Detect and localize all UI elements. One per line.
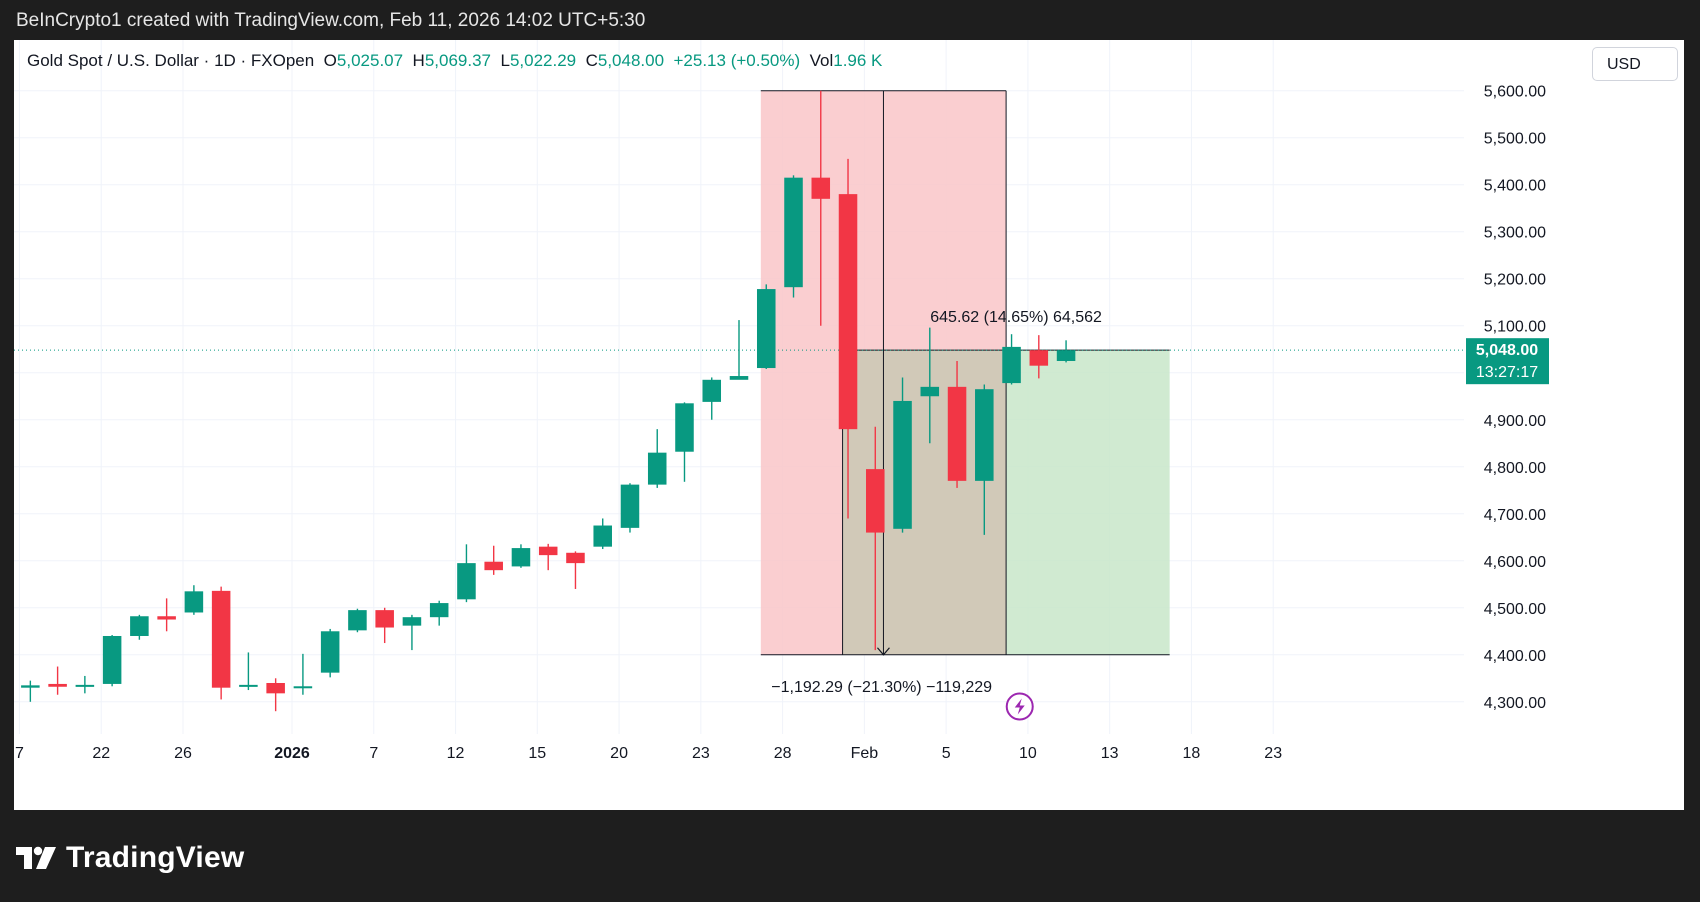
candle-bullish[interactable] (593, 525, 612, 547)
candle-bullish[interactable] (21, 685, 40, 688)
open-label: O (323, 51, 337, 70)
candle-bullish[interactable] (893, 400, 912, 529)
x-tick-label: 7 (15, 745, 24, 762)
high-value: 5,069.37 (424, 51, 492, 70)
symbol-title[interactable]: Gold Spot / U.S. Dollar · 1D · FXOpen (27, 51, 315, 70)
low-label: L (500, 51, 510, 70)
candle-bullish[interactable] (1002, 346, 1021, 384)
x-tick-label: 13 (1101, 745, 1119, 762)
x-tick-label: 20 (610, 745, 628, 762)
y-tick-label: 4,400.00 (1484, 648, 1546, 665)
candle-bearish[interactable] (484, 561, 503, 571)
y-tick-label: 5,400.00 (1484, 178, 1546, 195)
candlestick-chart[interactable]: 645.62 (14.65%) 64,562 −1,192.29 (−21.30%… (14, 40, 1684, 810)
projection-arrowhead (876, 647, 890, 656)
candle-bearish[interactable] (48, 683, 67, 687)
y-tick-label: 4,300.00 (1484, 695, 1546, 712)
price-axis[interactable] (1464, 40, 1684, 810)
candle-bullish[interactable] (184, 591, 204, 613)
candle-bullish[interactable] (920, 386, 940, 397)
volume-value: 1.96 K (833, 51, 883, 70)
candle-bearish[interactable] (538, 546, 558, 556)
candle-bullish[interactable] (293, 686, 313, 689)
tradingview-brand-text: TradingView (66, 841, 245, 874)
candle-bearish[interactable] (157, 616, 176, 620)
candle-bullish[interactable] (729, 376, 749, 380)
y-tick-label: 5,500.00 (1484, 131, 1546, 148)
x-tick-label: 23 (692, 745, 710, 762)
x-tick-label: 15 (528, 745, 546, 762)
candle-bullish[interactable] (429, 603, 449, 618)
x-tick-label: Feb (851, 745, 879, 762)
candle-bullish[interactable] (620, 484, 640, 528)
candle-bullish[interactable] (130, 616, 149, 636)
high-label: H (412, 51, 425, 70)
candle-bearish[interactable] (375, 610, 394, 628)
current-price-badge (1466, 338, 1549, 385)
y-tick-label: 4,800.00 (1484, 460, 1546, 477)
candle-bullish[interactable] (348, 610, 367, 631)
candle-bearish[interactable] (947, 386, 967, 481)
x-tick-label: 7 (369, 745, 378, 762)
y-tick-label: 5,300.00 (1484, 225, 1546, 242)
candle-bullish[interactable] (1056, 350, 1076, 361)
y-tick-label: 4,700.00 (1484, 507, 1546, 524)
y-tick-label: 5,100.00 (1484, 319, 1546, 336)
tradingview-logo-icon (16, 846, 56, 869)
chart-frame[interactable]: 645.62 (14.65%) 64,562 −1,192.29 (−21.30%… (14, 40, 1684, 810)
candle-bearish[interactable] (266, 682, 285, 694)
currency-button[interactable]: USD (1592, 47, 1678, 81)
candle-bullish[interactable] (784, 177, 803, 288)
y-tick-label: 4,900.00 (1484, 413, 1546, 430)
candle-bullish[interactable] (647, 452, 667, 485)
candle-bullish[interactable] (511, 548, 531, 567)
candle-bullish[interactable] (457, 563, 476, 600)
x-tick-label: 2026 (274, 745, 310, 762)
attribution-text: BeInCrypto1 created with TradingView.com… (16, 10, 646, 31)
candle-bearish[interactable] (866, 469, 885, 533)
candle-bearish[interactable] (811, 177, 831, 199)
symbol-legend: Gold Spot / U.S. Dollar · 1D · FXOpen O5… (27, 51, 882, 71)
x-tick-label: 12 (447, 745, 465, 762)
x-tick-label: 5 (942, 745, 951, 762)
low-value: 5,022.29 (509, 51, 577, 70)
open-value: 5,025.07 (336, 51, 404, 70)
candle-bearish[interactable] (566, 552, 585, 564)
candle-bullish[interactable] (402, 617, 422, 626)
change-value: +25.13 (+0.50%) (673, 51, 801, 70)
candle-bearish[interactable] (211, 590, 231, 688)
candle-bullish[interactable] (75, 684, 95, 687)
tradingview-logo[interactable]: TradingView (16, 838, 244, 878)
x-tick-label: 22 (92, 745, 110, 762)
candle-bearish[interactable] (838, 194, 858, 430)
current-price-label: 5,048.00 (1476, 342, 1538, 359)
bar-countdown-label: 13:27:17 (1476, 364, 1538, 381)
volume-label: Vol (809, 51, 834, 70)
y-tick-label: 5,200.00 (1484, 272, 1546, 289)
candle-bullish[interactable] (102, 635, 122, 684)
candle-bullish[interactable] (702, 379, 722, 402)
candle-bullish[interactable] (239, 684, 258, 687)
close-value: 5,048.00 (597, 51, 665, 70)
x-tick-label: 18 (1183, 745, 1201, 762)
x-tick-label: 23 (1264, 745, 1282, 762)
target-stats-label: 645.62 (14.65%) 64,562 (930, 309, 1102, 326)
candle-bullish[interactable] (675, 403, 694, 452)
candle-bullish[interactable] (975, 389, 994, 481)
x-tick-label: 28 (774, 745, 792, 762)
candle-bullish[interactable] (756, 289, 776, 369)
x-tick-label: 10 (1019, 745, 1037, 762)
y-tick-label: 4,600.00 (1484, 554, 1546, 571)
x-tick-label: 26 (174, 745, 192, 762)
close-label: C (585, 51, 598, 70)
flash-bolt-icon (1014, 698, 1025, 715)
stop-stats-label: −1,192.29 (−21.30%) −119,229 (771, 679, 992, 696)
time-axis[interactable] (14, 734, 1464, 810)
candle-bearish[interactable] (1029, 350, 1049, 366)
y-tick-label: 5,600.00 (1484, 84, 1546, 101)
y-tick-label: 4,500.00 (1484, 601, 1546, 618)
candle-bullish[interactable] (320, 631, 340, 673)
